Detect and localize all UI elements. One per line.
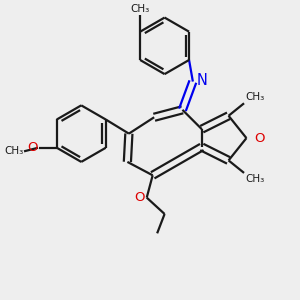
Text: O: O <box>28 141 38 154</box>
Text: N: N <box>196 73 207 88</box>
Text: O: O <box>254 132 264 145</box>
Text: CH₃: CH₃ <box>130 4 150 14</box>
Text: CH₃: CH₃ <box>245 174 264 184</box>
Text: CH₃: CH₃ <box>245 92 264 102</box>
Text: O: O <box>134 191 144 204</box>
Text: CH₃: CH₃ <box>4 146 23 156</box>
